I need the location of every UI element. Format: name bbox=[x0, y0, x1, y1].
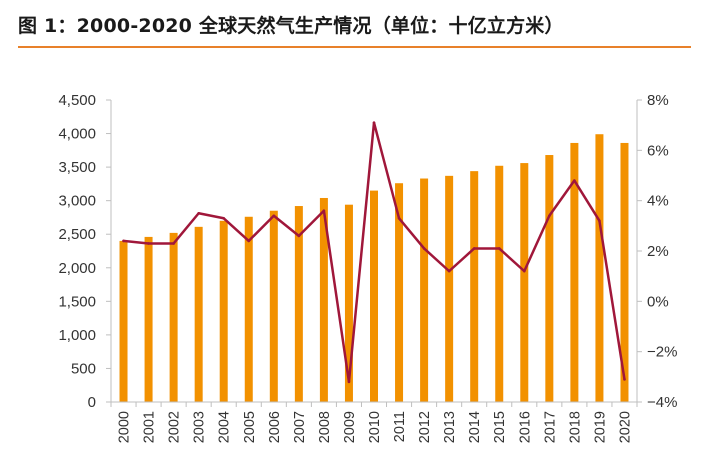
bar-2000 bbox=[119, 240, 128, 402]
x-tick-label: 2005 bbox=[242, 411, 258, 443]
x-tick-label: 2016 bbox=[517, 411, 533, 443]
growth-point-2020 bbox=[623, 378, 626, 381]
x-tick-label: 2018 bbox=[567, 411, 583, 443]
growth-point-2004 bbox=[222, 216, 226, 220]
x-tick-label: 2007 bbox=[292, 411, 308, 443]
x-tick-label: 2009 bbox=[342, 411, 358, 443]
x-tick-label: 2011 bbox=[392, 411, 408, 442]
left-tick-label: 2,000 bbox=[58, 260, 96, 277]
x-tick-label: 2006 bbox=[267, 411, 283, 443]
growth-point-2011 bbox=[397, 216, 401, 220]
bar-2015 bbox=[495, 165, 504, 402]
right-tick-label: 4% bbox=[647, 193, 669, 210]
bar-2004 bbox=[219, 220, 228, 402]
growth-point-2002 bbox=[172, 242, 175, 245]
left-tick-label: 3,500 bbox=[58, 159, 96, 176]
x-tick-label: 2002 bbox=[167, 411, 183, 443]
x-tick-label: 2012 bbox=[417, 411, 433, 443]
x-tick-label: 2004 bbox=[217, 411, 233, 443]
left-tick-label: 1,000 bbox=[58, 327, 96, 344]
bar-2013 bbox=[445, 175, 454, 402]
growth-point-2017 bbox=[548, 214, 551, 218]
x-tick-label: 2010 bbox=[367, 411, 383, 443]
x-tick-label: 2020 bbox=[617, 411, 633, 443]
bar-2003 bbox=[194, 226, 203, 402]
growth-point-2003 bbox=[197, 211, 200, 215]
x-tick-label: 2017 bbox=[542, 411, 558, 443]
bar-2009 bbox=[344, 204, 353, 402]
growth-line-series bbox=[122, 121, 626, 384]
axes bbox=[106, 99, 642, 407]
left-tick-label: 2,500 bbox=[58, 226, 96, 243]
bar-2008 bbox=[319, 197, 328, 402]
right-tick-label: −2% bbox=[647, 344, 677, 361]
x-tick-label: 2015 bbox=[492, 411, 508, 443]
right-tick-label: 6% bbox=[647, 142, 669, 159]
bar-2016 bbox=[520, 163, 529, 402]
bar-2018 bbox=[570, 142, 579, 402]
right-tick-label: 8% bbox=[647, 92, 669, 109]
left-tick-label: 4,500 bbox=[58, 92, 96, 109]
bar-2007 bbox=[294, 206, 303, 402]
right-tick-label: 2% bbox=[647, 243, 669, 260]
left-tick-label: 1,500 bbox=[58, 293, 96, 310]
growth-point-2009 bbox=[347, 380, 351, 384]
right-tick-label: 0% bbox=[647, 293, 669, 310]
bar-2005 bbox=[244, 216, 253, 402]
left-axis-ticks: 0 500 1,000 1,500 2,000 2,500 3,000 3,500 4,000 4… bbox=[58, 92, 96, 411]
left-tick-label: 3,000 bbox=[58, 193, 96, 210]
x-tick-label: 2019 bbox=[592, 411, 608, 443]
figure-title: 图 1：2000-2020 全球天然气生产情况（单位：十亿立方米） bbox=[18, 15, 564, 37]
growth-point-2019 bbox=[598, 219, 601, 223]
bar-2001 bbox=[144, 236, 153, 402]
x-tick-label: 2000 bbox=[117, 411, 133, 443]
bar-2010 bbox=[370, 190, 378, 402]
bar-2002 bbox=[169, 232, 178, 402]
x-tick-label: 2013 bbox=[442, 411, 458, 443]
bar-2011 bbox=[395, 183, 404, 402]
bar-2006 bbox=[269, 210, 278, 402]
x-tick-label: 2003 bbox=[192, 411, 208, 443]
right-axis-ticks: −4% −2% 0% 2% 4% 6% 8% bbox=[647, 92, 677, 411]
bar-2012 bbox=[420, 178, 429, 402]
left-tick-label: 500 bbox=[71, 360, 96, 377]
growth-point-2014 bbox=[472, 247, 476, 250]
growth-point-2006 bbox=[272, 214, 276, 218]
bar-2020 bbox=[620, 142, 629, 402]
growth-point-2008 bbox=[322, 209, 326, 213]
growth-point-2013 bbox=[447, 269, 451, 273]
left-tick-label: 0 bbox=[88, 394, 96, 411]
x-axis-ticks: 2000 2001 2002 2003 2004 2005 2006 2007 2008 2009… bbox=[117, 411, 634, 443]
growth-point-2015 bbox=[497, 247, 501, 250]
growth-point-2010 bbox=[372, 121, 376, 124]
growth-point-2001 bbox=[147, 242, 150, 245]
bar-2019 bbox=[595, 134, 604, 403]
growth-point-2005 bbox=[247, 239, 251, 243]
x-tick-label: 2008 bbox=[317, 411, 333, 443]
growth-point-2018 bbox=[573, 179, 576, 182]
production-bars bbox=[119, 134, 629, 403]
bar-2017 bbox=[545, 155, 554, 402]
growth-point-2000 bbox=[122, 239, 125, 243]
left-tick-label: 4,000 bbox=[58, 126, 96, 143]
growth-point-2007 bbox=[297, 234, 301, 238]
bar-2014 bbox=[470, 171, 479, 402]
x-tick-label: 2001 bbox=[142, 411, 158, 443]
growth-point-2012 bbox=[422, 247, 426, 250]
title-underline bbox=[18, 46, 691, 48]
x-tick-label: 2014 bbox=[467, 411, 483, 443]
growth-point-2016 bbox=[522, 269, 526, 273]
right-tick-label: −4% bbox=[647, 394, 677, 411]
